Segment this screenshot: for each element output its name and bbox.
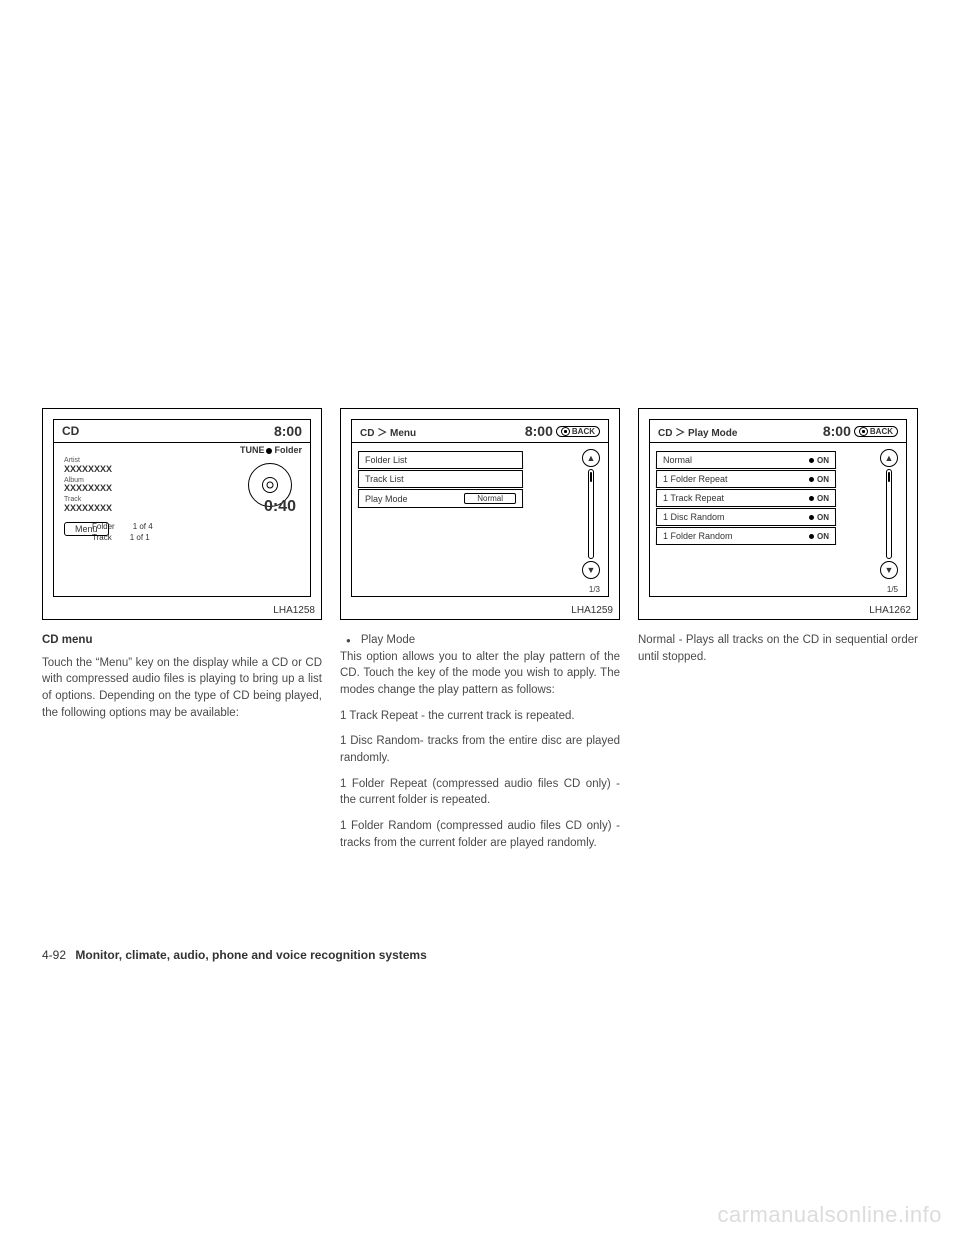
col2-p4: 1 Folder Repeat (compressed audio files …	[340, 776, 620, 809]
f1-clock: 8:00	[274, 423, 302, 439]
f1-label: LHA1258	[273, 605, 315, 616]
col2-p5: 1 Folder Random (compressed audio files …	[340, 818, 620, 851]
section-title: Monitor, climate, audio, phone and voice…	[75, 948, 426, 962]
f3-breadcrumb: CD ＞ Play Mode	[658, 424, 737, 439]
f3-header: CD ＞ Play Mode 8:00 BACK	[650, 420, 906, 443]
f2-clock: 8:00	[525, 423, 553, 439]
col2-p1: This option allows you to alter the play…	[340, 649, 620, 699]
page-number: 4-92	[42, 948, 66, 962]
f1-elapsed: 0:40	[264, 498, 296, 516]
menu-row-folder-list[interactable]: Folder List	[358, 451, 523, 469]
col3-text: Normal - Plays all tracks on the CD in s…	[638, 632, 918, 674]
back-button[interactable]: BACK	[556, 426, 600, 437]
menu-row-play-mode[interactable]: Play ModeNormal	[358, 489, 523, 508]
scroll-up-icon[interactable]: ▲	[582, 449, 600, 467]
col3-p1: Normal - Plays all tracks on the CD in s…	[638, 632, 918, 665]
menu-button[interactable]: Menu	[64, 522, 109, 536]
mode-row-normal[interactable]: NormalON	[656, 451, 836, 469]
column-3: CD ＞ Play Mode 8:00 BACK NormalON 1 Fold…	[638, 408, 918, 860]
f3-label: LHA1262	[869, 605, 911, 616]
figure-cd-playing: CD 8:00 TUNEFolder Artist XXXXXXXX Album…	[42, 408, 322, 620]
f2-menu-list: Folder List Track List Play ModeNormal	[358, 451, 523, 509]
scroll-down-icon[interactable]: ▼	[880, 561, 898, 579]
f3-menu-list: NormalON 1 Folder RepeatON 1 Track Repea…	[656, 451, 836, 546]
f3-page-indicator: 1/5	[887, 585, 898, 594]
f2-page-indicator: 1/3	[589, 585, 600, 594]
scroll-down-icon[interactable]: ▼	[582, 561, 600, 579]
col2-p2: 1 Track Repeat - the current track is re…	[340, 708, 620, 725]
watermark: carmanualsonline.info	[717, 1202, 942, 1228]
f1-source: CD	[62, 424, 79, 438]
f1-header: CD 8:00	[54, 420, 310, 443]
f1-tune-hint: TUNEFolder	[54, 443, 310, 455]
scroll-up-icon[interactable]: ▲	[880, 449, 898, 467]
scroll-track[interactable]	[886, 469, 892, 559]
mode-row-track-repeat[interactable]: 1 Track RepeatON	[656, 489, 836, 507]
scroll-widget: ▲ ▼	[580, 449, 602, 579]
scroll-track[interactable]	[588, 469, 594, 559]
page-columns: CD 8:00 TUNEFolder Artist XXXXXXXX Album…	[42, 408, 918, 860]
mode-row-disc-random[interactable]: 1 Disc RandomON	[656, 508, 836, 526]
col1-p1: Touch the “Menu” key on the display whil…	[42, 655, 322, 722]
col1-text: CD menu Touch the “Menu” key on the disp…	[42, 632, 322, 730]
column-1: CD 8:00 TUNEFolder Artist XXXXXXXX Album…	[42, 408, 322, 860]
figure-play-mode: CD ＞ Play Mode 8:00 BACK NormalON 1 Fold…	[638, 408, 918, 620]
f2-label: LHA1259	[571, 605, 613, 616]
page-footer: 4-92 Monitor, climate, audio, phone and …	[42, 948, 427, 962]
column-2: CD ＞ Menu 8:00 BACK Folder List Track Li…	[340, 408, 620, 860]
mode-row-folder-repeat[interactable]: 1 Folder RepeatON	[656, 470, 836, 488]
back-button[interactable]: BACK	[854, 426, 898, 437]
scroll-widget: ▲ ▼	[878, 449, 900, 579]
f2-breadcrumb: CD ＞ Menu	[360, 424, 416, 439]
col2-text: Play Mode This option allows you to alte…	[340, 632, 620, 860]
bullet-play-mode: Play Mode	[340, 632, 620, 649]
mode-row-folder-random[interactable]: 1 Folder RandomON	[656, 527, 836, 545]
f2-header: CD ＞ Menu 8:00 BACK	[352, 420, 608, 443]
col2-p3: 1 Disc Random- tracks from the entire di…	[340, 733, 620, 766]
figure-cd-menu: CD ＞ Menu 8:00 BACK Folder List Track Li…	[340, 408, 620, 620]
menu-row-track-list[interactable]: Track List	[358, 470, 523, 488]
cd-menu-heading: CD menu	[42, 632, 322, 649]
f3-clock: 8:00	[823, 423, 851, 439]
